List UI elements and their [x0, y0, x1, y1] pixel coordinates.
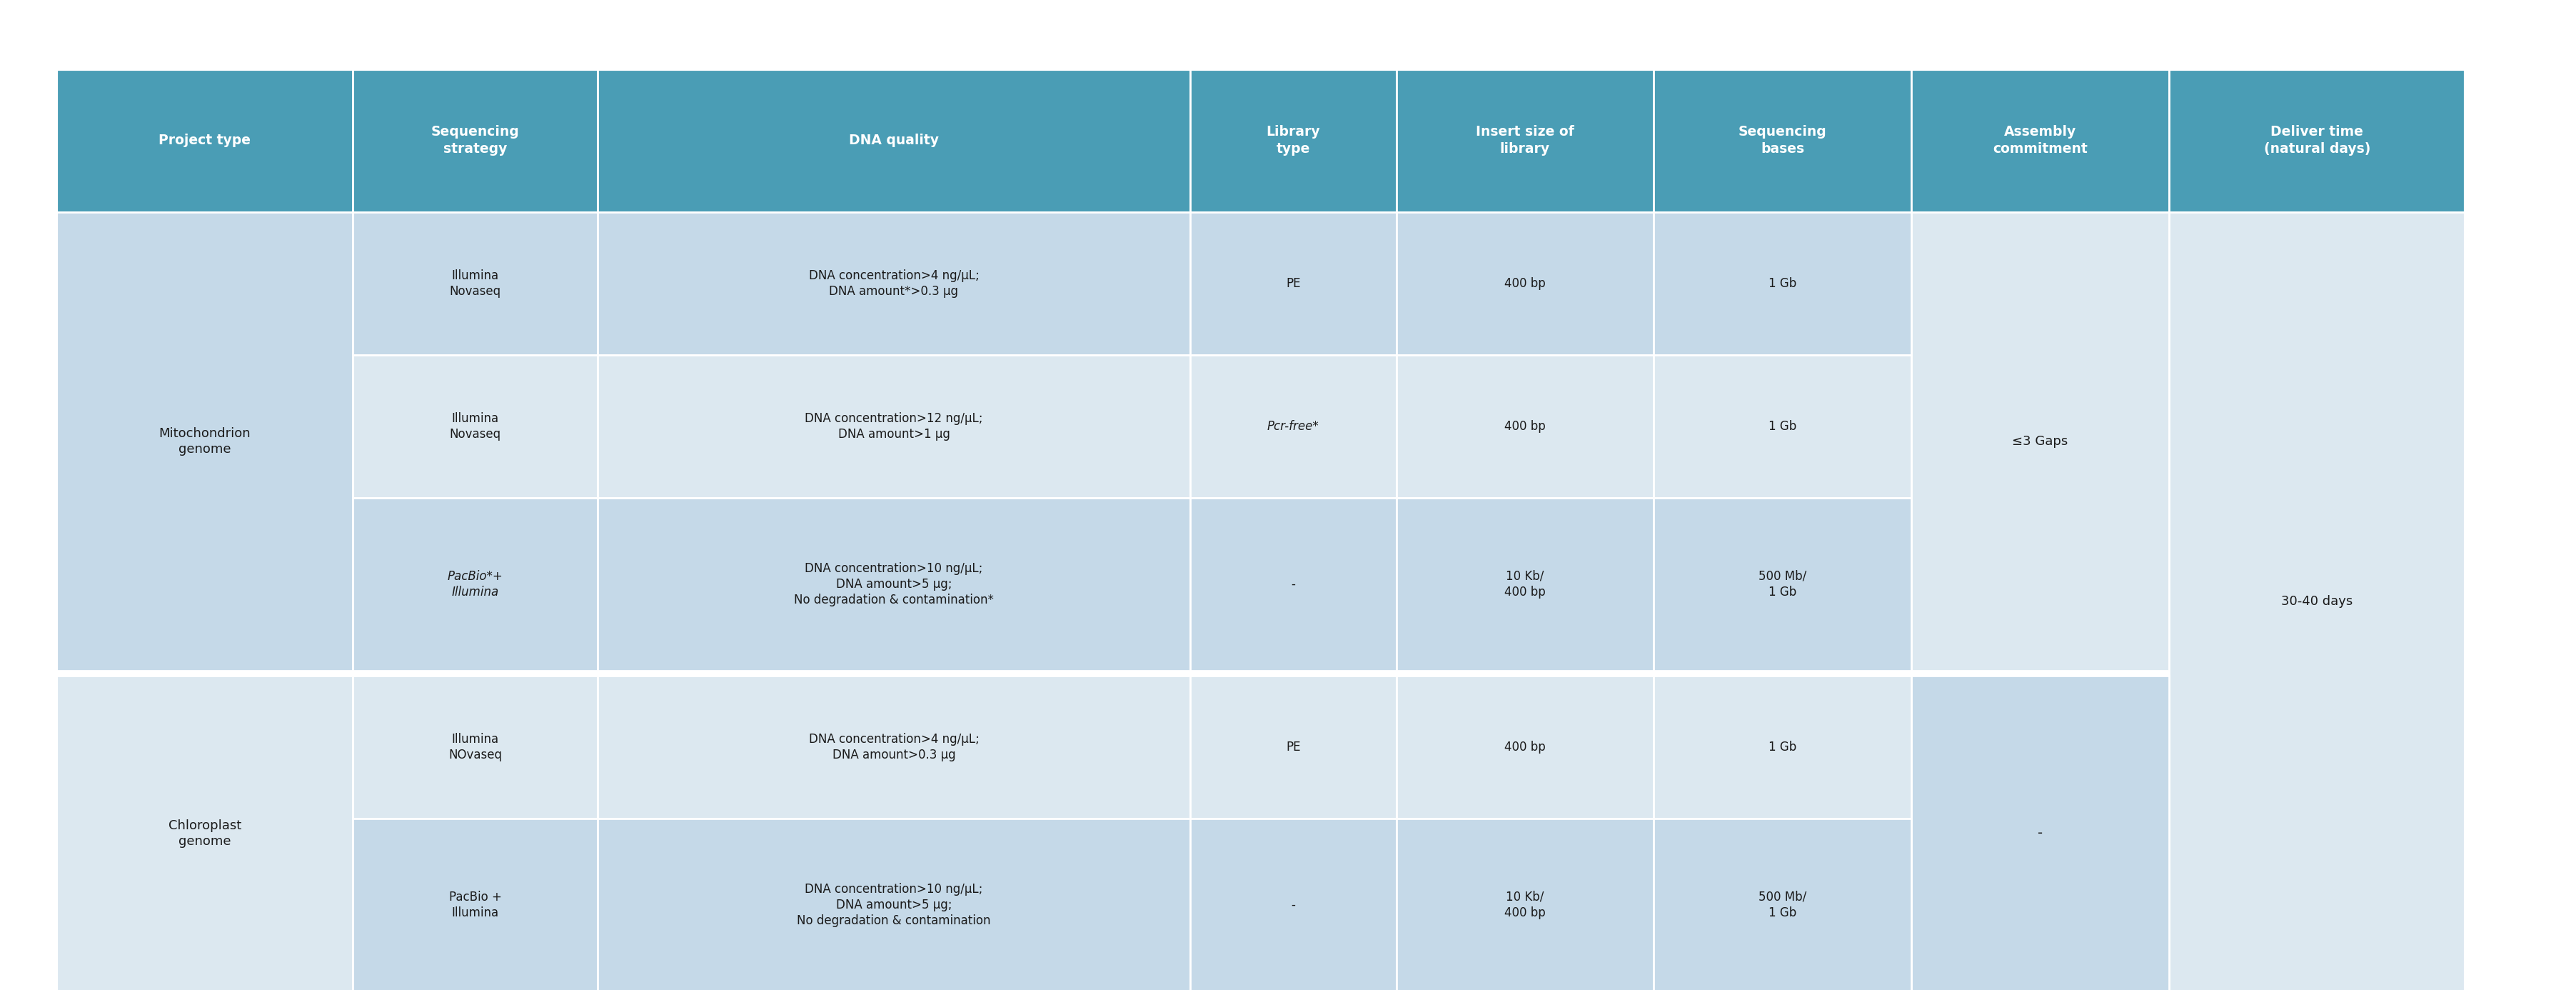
Text: DNA concentration>4 ng/μL;
DNA amount>0.3 μg: DNA concentration>4 ng/μL; DNA amount>0.…: [809, 733, 979, 761]
FancyBboxPatch shape: [598, 355, 1190, 498]
Text: -: -: [1291, 578, 1296, 591]
FancyBboxPatch shape: [353, 675, 598, 819]
FancyBboxPatch shape: [1654, 69, 1911, 212]
FancyBboxPatch shape: [1396, 819, 1654, 990]
Text: PE: PE: [1285, 741, 1301, 753]
Text: Sequencing
bases: Sequencing bases: [1739, 126, 1826, 155]
FancyBboxPatch shape: [2169, 212, 2465, 990]
Text: Pcr-free*: Pcr-free*: [1267, 420, 1319, 433]
Text: ≤3 Gaps: ≤3 Gaps: [2012, 435, 2069, 447]
FancyBboxPatch shape: [1396, 498, 1654, 670]
Text: DNA concentration>10 ng/μL;
DNA amount>5 μg;
No degradation & contamination: DNA concentration>10 ng/μL; DNA amount>5…: [796, 882, 992, 927]
Text: 1 Gb: 1 Gb: [1770, 277, 1795, 290]
FancyBboxPatch shape: [1190, 69, 1396, 212]
FancyBboxPatch shape: [353, 69, 598, 212]
Text: Illumina
NOvaseq: Illumina NOvaseq: [448, 733, 502, 761]
Text: -: -: [2038, 827, 2043, 841]
FancyBboxPatch shape: [1654, 819, 1911, 990]
FancyBboxPatch shape: [1190, 819, 1396, 990]
FancyBboxPatch shape: [598, 69, 1190, 212]
FancyBboxPatch shape: [2169, 69, 2465, 212]
Text: DNA concentration>10 ng/μL;
DNA amount>5 μg;
No degradation & contamination*: DNA concentration>10 ng/μL; DNA amount>5…: [793, 562, 994, 607]
FancyBboxPatch shape: [598, 212, 1190, 355]
Text: DNA quality: DNA quality: [850, 134, 938, 148]
FancyBboxPatch shape: [1911, 212, 2169, 670]
Text: 1 Gb: 1 Gb: [1770, 420, 1795, 433]
Text: Library
type: Library type: [1267, 126, 1319, 155]
Text: DNA concentration>12 ng/μL;
DNA amount>1 μg: DNA concentration>12 ng/μL; DNA amount>1…: [804, 412, 984, 441]
Text: 10 Kb/
400 bp: 10 Kb/ 400 bp: [1504, 570, 1546, 599]
Text: Assembly
commitment: Assembly commitment: [1994, 126, 2087, 155]
FancyBboxPatch shape: [353, 819, 598, 990]
FancyBboxPatch shape: [1911, 69, 2169, 212]
FancyBboxPatch shape: [1396, 675, 1654, 819]
FancyBboxPatch shape: [353, 498, 598, 670]
Text: Insert size of
library: Insert size of library: [1476, 126, 1574, 155]
Text: PacBio +
Illumina: PacBio + Illumina: [448, 890, 502, 919]
FancyBboxPatch shape: [1654, 212, 1911, 355]
Text: 500 Mb/
1 Gb: 500 Mb/ 1 Gb: [1759, 890, 1806, 919]
FancyBboxPatch shape: [353, 212, 598, 355]
FancyBboxPatch shape: [1654, 355, 1911, 498]
Text: 400 bp: 400 bp: [1504, 420, 1546, 433]
FancyBboxPatch shape: [1396, 69, 1654, 212]
FancyBboxPatch shape: [1654, 498, 1911, 670]
FancyBboxPatch shape: [57, 212, 353, 670]
Text: 400 bp: 400 bp: [1504, 277, 1546, 290]
Text: 400 bp: 400 bp: [1504, 741, 1546, 753]
FancyBboxPatch shape: [1396, 212, 1654, 355]
FancyBboxPatch shape: [598, 498, 1190, 670]
Text: Illumina
Novaseq: Illumina Novaseq: [451, 412, 500, 441]
Text: Chloroplast
genome: Chloroplast genome: [167, 819, 242, 847]
Text: -: -: [1291, 898, 1296, 911]
FancyBboxPatch shape: [1190, 212, 1396, 355]
Text: 10 Kb/
400 bp: 10 Kb/ 400 bp: [1504, 890, 1546, 919]
FancyBboxPatch shape: [57, 69, 353, 212]
FancyBboxPatch shape: [1911, 675, 2169, 990]
FancyBboxPatch shape: [57, 675, 353, 990]
Text: Mitochondrion
genome: Mitochondrion genome: [160, 427, 250, 455]
Text: Project type: Project type: [160, 134, 250, 148]
FancyBboxPatch shape: [1654, 675, 1911, 819]
Text: Deliver time
(natural days): Deliver time (natural days): [2264, 126, 2370, 155]
Text: Sequencing
strategy: Sequencing strategy: [430, 126, 520, 155]
Text: 30-40 days: 30-40 days: [2282, 595, 2352, 608]
Text: Illumina
Novaseq: Illumina Novaseq: [451, 269, 500, 298]
Text: PacBio*+
Illumina: PacBio*+ Illumina: [448, 570, 502, 599]
Text: DNA concentration>4 ng/μL;
DNA amount*>0.3 μg: DNA concentration>4 ng/μL; DNA amount*>0…: [809, 269, 979, 298]
FancyBboxPatch shape: [1190, 675, 1396, 819]
FancyBboxPatch shape: [1190, 355, 1396, 498]
FancyBboxPatch shape: [598, 675, 1190, 819]
FancyBboxPatch shape: [1190, 498, 1396, 670]
Text: 500 Mb/
1 Gb: 500 Mb/ 1 Gb: [1759, 570, 1806, 599]
FancyBboxPatch shape: [598, 819, 1190, 990]
FancyBboxPatch shape: [353, 355, 598, 498]
FancyBboxPatch shape: [1396, 355, 1654, 498]
Text: PE: PE: [1285, 277, 1301, 290]
Text: 1 Gb: 1 Gb: [1770, 741, 1795, 753]
